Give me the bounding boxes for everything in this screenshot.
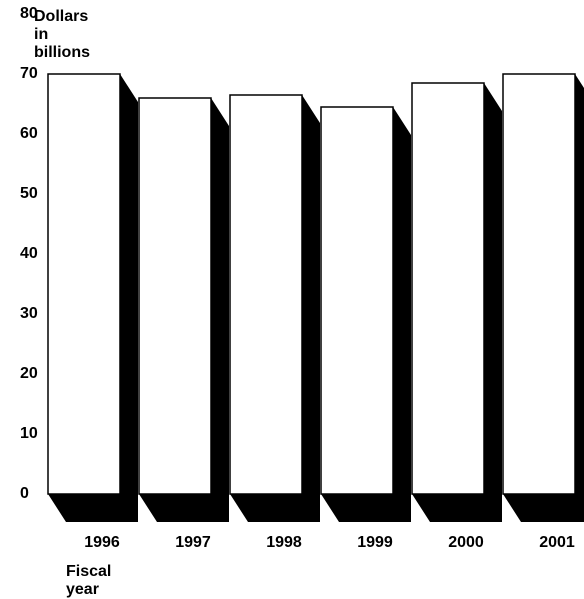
bar — [138, 97, 212, 495]
plot-area: 1996 1997 1998 1999 2000 2001 — [47, 73, 584, 551]
y-tick-label: 40 — [20, 245, 38, 262]
bar — [411, 82, 485, 495]
x-tick-label: 1998 — [266, 534, 302, 551]
bar-shadow — [503, 74, 584, 522]
y-tick-label: 30 — [20, 305, 38, 322]
bar — [229, 94, 303, 495]
x-tick-label: 1999 — [357, 534, 393, 551]
y-tick-label: 80 — [20, 5, 38, 22]
x-tick-label: 2000 — [448, 534, 484, 551]
y-tick-label: 20 — [20, 365, 38, 382]
y-tick-label: 0 — [20, 485, 29, 502]
x-tick-label: 1997 — [175, 534, 211, 551]
y-axis-label: Dollars in billions — [34, 8, 90, 61]
y-tick-label: 10 — [20, 425, 38, 442]
bar — [47, 73, 121, 495]
y-tick-label: 70 — [20, 65, 38, 82]
x-tick-label: 1996 — [84, 534, 120, 551]
bar — [502, 73, 576, 495]
y-tick-label: 50 — [20, 185, 38, 202]
bar — [320, 106, 394, 495]
y-tick-label: 60 — [20, 125, 38, 142]
x-tick-label: 2001 — [539, 534, 575, 551]
